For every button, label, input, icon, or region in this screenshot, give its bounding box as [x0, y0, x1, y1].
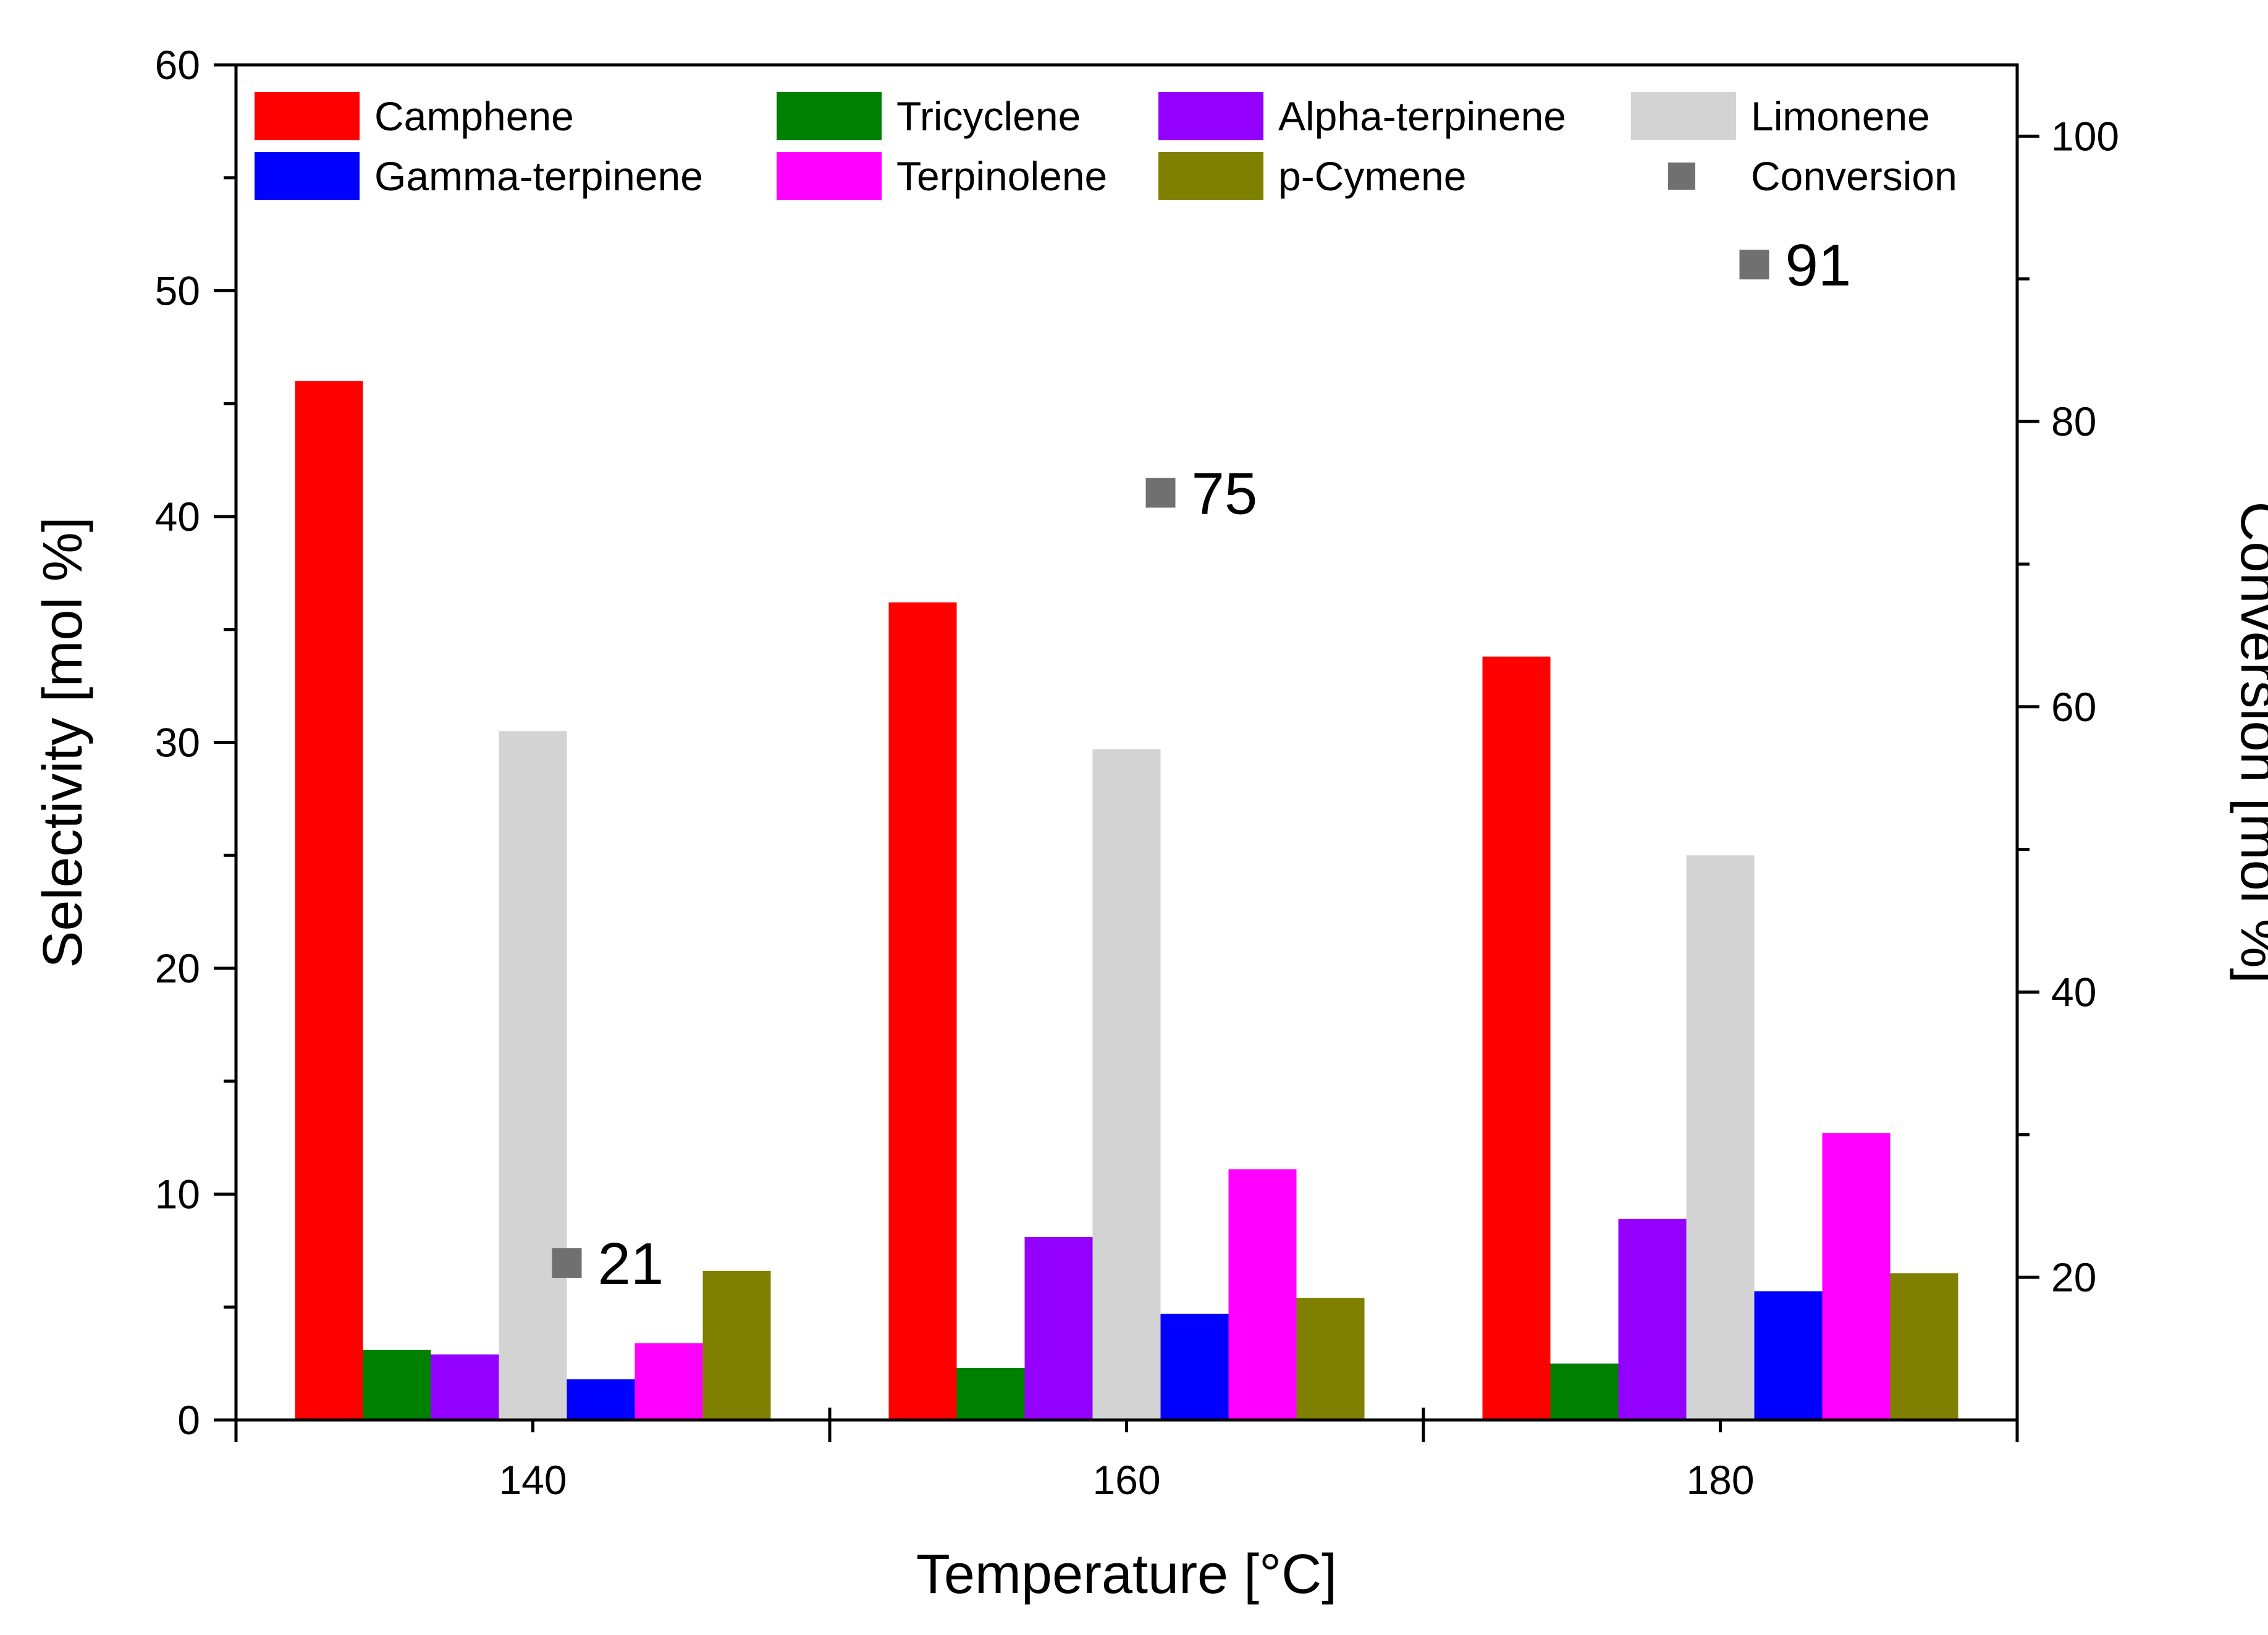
bar-p-cymene-140 — [702, 1270, 771, 1420]
legend-swatch-alpha-terpinene — [1158, 92, 1263, 140]
bar-alpha-terpinene-180 — [1618, 1219, 1687, 1420]
bar-alpha-terpinene-140 — [431, 1354, 499, 1420]
legend-label-limonene: Limonene — [1751, 93, 1930, 139]
conversion-marker-180 — [1739, 250, 1769, 280]
legend-swatch-camphene — [255, 92, 360, 140]
legend-label-p-cymene: p-Cymene — [1278, 153, 1466, 199]
legend-swatch-terpinolene — [777, 152, 882, 200]
legend-swatch-p-cymene — [1158, 152, 1263, 200]
conversion-label-160: 75 — [1192, 461, 1258, 527]
conversion-marker-160 — [1145, 478, 1176, 508]
legend-swatch-conversion — [1668, 163, 1695, 190]
bar-terpinolene-140 — [634, 1343, 703, 1420]
bar-camphene-180 — [1482, 656, 1551, 1420]
legend-swatch-limonene — [1631, 92, 1736, 140]
legend-swatch-gamma-terpinene — [255, 152, 360, 200]
y2-tick-label: 20 — [2051, 1254, 2096, 1300]
legend-label-alpha-terpinene: Alpha-terpinene — [1278, 93, 1566, 139]
y2-tick-label: 100 — [2051, 113, 2119, 159]
bar-gamma-terpinene-140 — [567, 1379, 635, 1420]
y-tick-label: 0 — [177, 1397, 200, 1443]
bar-tricyclene-140 — [363, 1350, 431, 1420]
bar-terpinolene-160 — [1228, 1169, 1297, 1420]
bar-gamma-terpinene-160 — [1160, 1314, 1229, 1420]
bar-p-cymene-180 — [1890, 1273, 1958, 1420]
y-tick-label: 40 — [155, 494, 200, 539]
y2-axis-title: Conversion [mol %] — [2229, 501, 2268, 983]
bar-gamma-terpinene-180 — [1754, 1291, 1823, 1420]
y-tick-label: 10 — [155, 1172, 200, 1217]
bar-camphene-160 — [888, 602, 957, 1420]
y-tick-label: 50 — [155, 268, 200, 314]
x-axis-title: Temperature [°C] — [916, 1544, 1337, 1605]
y2-tick-label: 80 — [2051, 399, 2096, 444]
legend-label-camphene: Camphene — [374, 93, 574, 139]
legend-label-tricyclene: Tricyclene — [896, 93, 1081, 139]
x-tick-label: 160 — [1092, 1457, 1160, 1503]
conversion-label-140: 21 — [598, 1231, 664, 1297]
x-tick-label: 180 — [1686, 1457, 1754, 1503]
bar-limonene-180 — [1686, 855, 1755, 1420]
bar-terpinolene-180 — [1822, 1133, 1891, 1420]
legend-swatch-tricyclene — [777, 92, 882, 140]
y2-tick-label: 40 — [2051, 969, 2096, 1015]
y-tick-label: 20 — [155, 945, 200, 991]
bar-alpha-terpinene-160 — [1024, 1236, 1093, 1420]
conversion-marker-140 — [552, 1248, 582, 1278]
bar-camphene-140 — [295, 381, 363, 1421]
legend-label-gamma-terpinene: Gamma-terpinene — [374, 153, 703, 199]
bar-tricyclene-160 — [956, 1367, 1025, 1420]
legend-label-conversion: Conversion — [1751, 153, 1957, 199]
y2-tick-label: 60 — [2051, 684, 2096, 730]
x-tick-label: 140 — [499, 1457, 567, 1503]
bar-limonene-140 — [499, 731, 567, 1420]
y-tick-label: 30 — [155, 720, 200, 766]
conversion-label-180: 91 — [1785, 232, 1852, 298]
y-tick-label: 60 — [155, 42, 200, 88]
legend-label-terpinolene: Terpinolene — [896, 153, 1107, 199]
y-axis-title: Selectivity [mol %] — [32, 517, 94, 968]
bar-limonene-160 — [1092, 749, 1161, 1420]
bar-tricyclene-180 — [1550, 1363, 1619, 1420]
bar-p-cymene-160 — [1296, 1298, 1365, 1420]
